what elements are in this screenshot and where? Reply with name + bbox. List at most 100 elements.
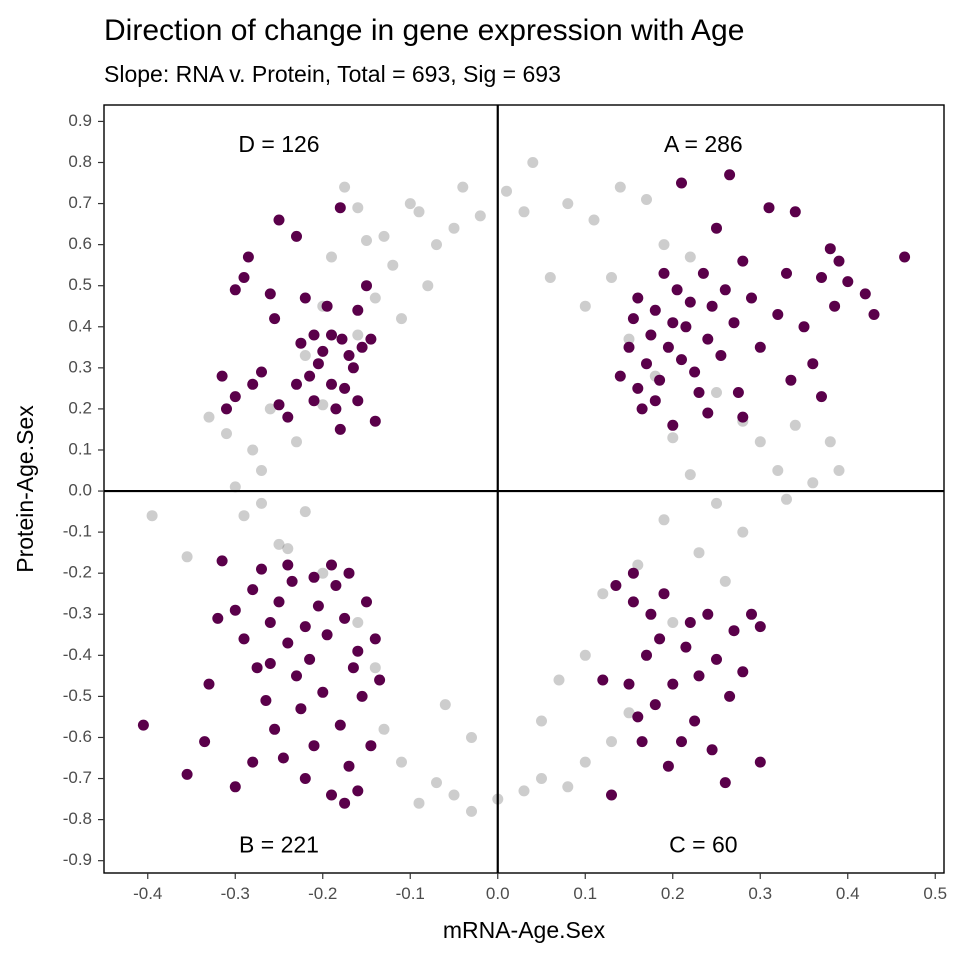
- background-point-14: [361, 235, 372, 246]
- significant-point-133: [343, 567, 355, 579]
- significant-point-95: [216, 555, 228, 567]
- background-point-8: [291, 436, 302, 448]
- background-point-15: [378, 230, 390, 242]
- significant-point-141: [623, 678, 635, 690]
- quadrant-label-b: B = 221: [239, 831, 319, 857]
- significant-point-105: [277, 752, 289, 764]
- significant-point-106: [282, 637, 294, 649]
- significant-point-35: [334, 423, 346, 435]
- significant-point-27: [356, 341, 368, 353]
- x-tick-label-1: -0.3: [221, 884, 250, 903]
- significant-point-31: [339, 382, 351, 394]
- significant-point-62: [719, 284, 731, 296]
- background-point-78: [684, 469, 696, 481]
- significant-point-152: [680, 641, 692, 653]
- significant-point-116: [326, 789, 337, 801]
- significant-point-163: [746, 608, 757, 620]
- significant-point-86: [702, 407, 714, 419]
- quadrant-label-d: D = 126: [238, 131, 319, 157]
- y-tick-label-14: -0.5: [63, 686, 92, 705]
- background-point-46: [623, 707, 635, 719]
- significant-point-40: [627, 313, 639, 325]
- background-point-26: [562, 198, 574, 210]
- y-tick-label-9: 0.0: [68, 481, 92, 500]
- y-tick-label-11: -0.2: [63, 563, 92, 582]
- significant-point-41: [632, 292, 644, 304]
- significant-point-167: [636, 736, 648, 748]
- significant-point-134: [282, 559, 294, 571]
- background-point-23: [501, 185, 512, 197]
- significant-point-30: [369, 415, 381, 427]
- y-axis-title: Protein-Age.Sex: [12, 405, 38, 573]
- significant-point-89: [632, 382, 644, 394]
- significant-point-154: [689, 715, 701, 727]
- significant-point-75: [807, 358, 819, 370]
- significant-point-129: [247, 756, 259, 768]
- significant-point-104: [273, 596, 285, 608]
- background-point-22: [474, 210, 486, 222]
- significant-point-68: [754, 341, 766, 353]
- y-tick-label-10: -0.1: [63, 522, 92, 541]
- significant-point-12: [273, 399, 285, 411]
- significant-point-20: [326, 378, 337, 390]
- significant-point-114: [317, 686, 329, 698]
- significant-point-46: [654, 374, 666, 386]
- y-tick-label-3: 0.6: [68, 234, 92, 253]
- significant-point-78: [829, 300, 841, 312]
- y-tick-label-4: 0.5: [68, 275, 92, 294]
- significant-point-146: [649, 699, 661, 711]
- x-tick-label-9: 0.5: [923, 884, 947, 903]
- significant-point-144: [641, 649, 652, 661]
- significant-point-99: [251, 662, 263, 674]
- significant-point-17: [308, 329, 320, 341]
- background-point-80: [658, 514, 670, 526]
- significant-point-48: [662, 341, 674, 353]
- background-point-36: [789, 419, 801, 431]
- significant-point-4: [269, 313, 281, 325]
- significant-point-156: [702, 608, 714, 620]
- significant-point-60: [711, 222, 722, 234]
- background-point-39: [833, 465, 845, 476]
- background-point-56: [413, 797, 425, 809]
- background-point-1: [181, 551, 193, 563]
- significant-point-101: [260, 695, 272, 706]
- background-point-41: [737, 526, 749, 538]
- x-axis: -0.4 -0.3 -0.2 -0.1 0.0 0.1 0.2 0.3 0.4 0.5: [133, 873, 947, 903]
- background-point-65: [264, 403, 276, 415]
- background-point-24: [518, 206, 530, 218]
- significant-point-124: [361, 596, 372, 608]
- significant-point-127: [374, 674, 386, 686]
- background-point-85: [536, 715, 547, 727]
- background-point-58: [378, 723, 390, 735]
- significant-point-52: [676, 177, 687, 189]
- y-tick-label-18: -0.9: [63, 850, 92, 869]
- significant-point-158: [711, 653, 722, 665]
- significant-point-94: [212, 612, 224, 624]
- background-point-40: [781, 493, 792, 505]
- background-point-68: [352, 329, 364, 341]
- significant-point-69: [763, 202, 775, 214]
- significant-point-160: [724, 690, 736, 702]
- background-point-42: [719, 575, 731, 587]
- background-point-11: [326, 251, 337, 263]
- significant-point-37: [326, 329, 337, 341]
- significant-point-23: [336, 333, 348, 345]
- background-point-4: [238, 510, 250, 522]
- background-point-38: [824, 436, 836, 448]
- significant-point-24: [343, 350, 355, 361]
- significant-point-43: [641, 358, 652, 370]
- background-point-51: [518, 785, 530, 797]
- significant-point-14: [291, 378, 302, 390]
- background-point-64: [229, 481, 241, 493]
- y-axis: 0.9 0.8 0.7 0.6 0.5 0.4 0.3 0.2 0.1 0.0 -0.1 -0.2 -0…: [63, 111, 104, 869]
- background-point-3: [221, 428, 232, 440]
- y-tick-label-15: -0.6: [63, 727, 92, 746]
- significant-point-109: [295, 703, 307, 715]
- significant-point-111: [304, 653, 316, 665]
- background-point-66: [299, 350, 311, 361]
- quadrant-labels: D = 126 A = 286 B = 221 C = 60: [238, 131, 742, 857]
- y-tick-label-12: -0.3: [63, 604, 92, 623]
- significant-point-162: [737, 666, 749, 678]
- background-point-13: [352, 202, 364, 214]
- significant-point-61: [715, 350, 727, 361]
